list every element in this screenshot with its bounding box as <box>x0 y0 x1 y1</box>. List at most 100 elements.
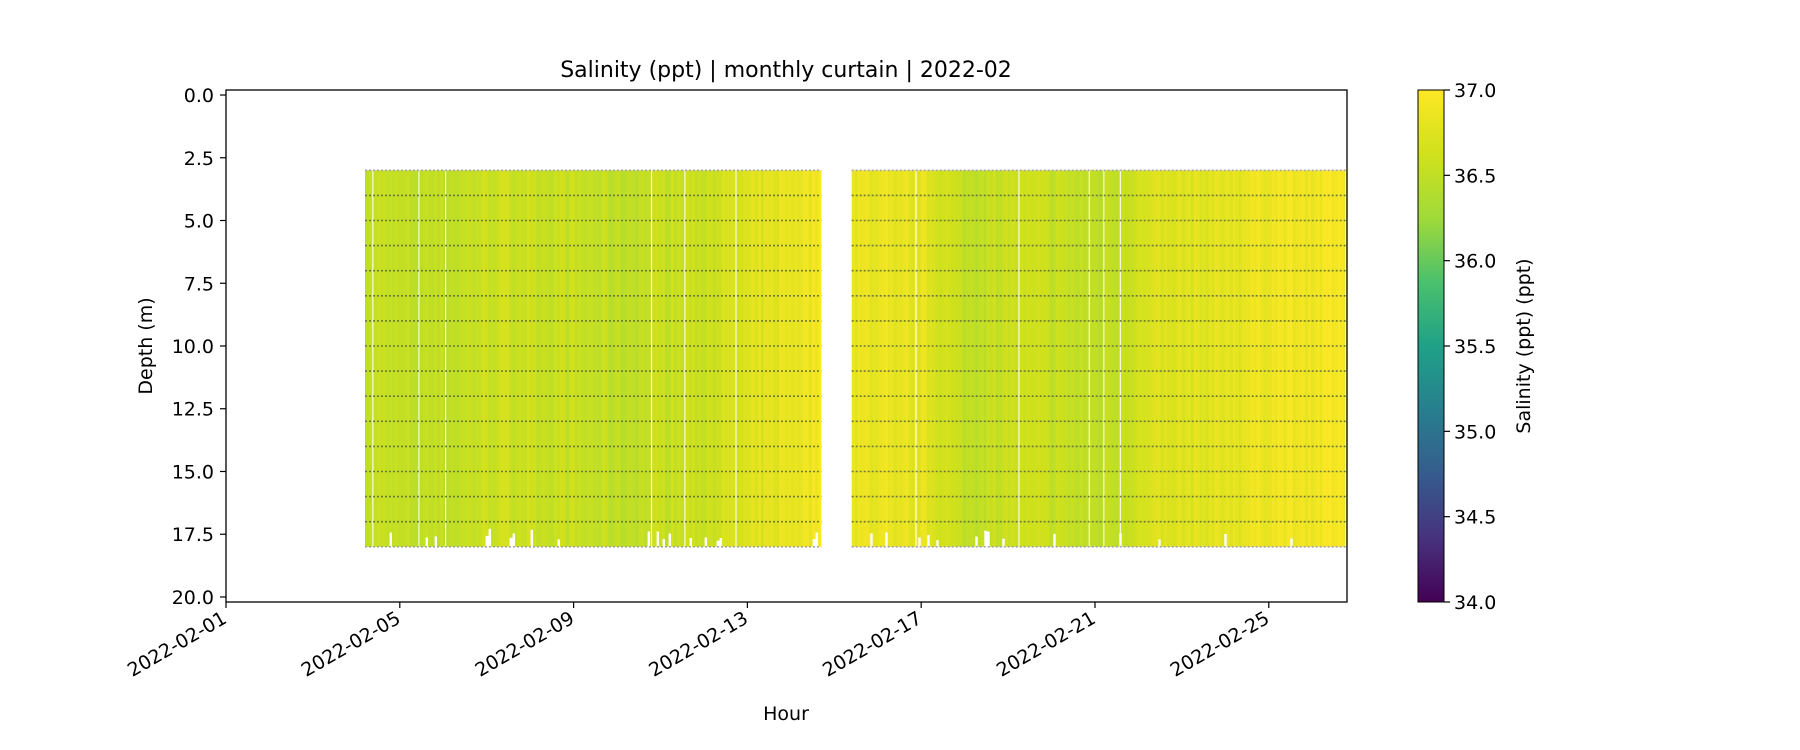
curtain-column <box>1208 170 1213 547</box>
colorbar-label: Salinity (ppt) (ppt) <box>1513 258 1535 433</box>
curtain-column <box>1277 170 1282 547</box>
curtain-column <box>680 170 684 547</box>
curtain-column <box>515 170 519 547</box>
curtain-column <box>470 170 474 547</box>
curtain-column <box>1034 170 1039 547</box>
curtain-column <box>737 170 741 547</box>
curtain-column <box>410 170 414 547</box>
curtain-column <box>1166 170 1171 547</box>
curtain-column <box>1049 170 1054 547</box>
curtain-column <box>776 170 780 547</box>
curtain-column <box>533 170 537 547</box>
curtain-column <box>566 170 570 547</box>
x-tick-label: 2022-02-01 <box>124 607 231 681</box>
colorbar-tick-label: 34.5 <box>1454 507 1496 529</box>
curtain-column <box>497 170 501 547</box>
curtain-column <box>518 170 522 547</box>
y-tick-label: 17.5 <box>172 524 214 546</box>
curtain-column <box>1019 170 1024 547</box>
colorbar-tick-label: 34.0 <box>1454 592 1496 614</box>
curtain-column <box>1181 170 1186 547</box>
curtain-column <box>974 170 979 537</box>
curtain-column <box>416 170 420 547</box>
data-gap <box>684 170 686 547</box>
data-segment-2 <box>851 169 1347 548</box>
curtain-column <box>911 170 916 547</box>
curtain-column <box>1232 170 1237 547</box>
curtain-column <box>1010 170 1015 547</box>
data-gap <box>445 170 447 547</box>
curtain-column <box>1325 170 1330 547</box>
curtain-column <box>1070 170 1075 547</box>
curtain-column <box>1250 170 1255 547</box>
curtain-column <box>719 170 723 539</box>
curtain-column <box>596 170 600 547</box>
curtain-column <box>1283 170 1288 547</box>
curtain-column <box>614 170 618 547</box>
curtain-column <box>1187 170 1192 547</box>
curtain-column <box>1013 170 1018 547</box>
curtain-column <box>881 170 886 547</box>
curtain-column <box>584 170 588 547</box>
curtain-column <box>1292 170 1297 547</box>
curtain-column <box>809 170 813 547</box>
curtain-column <box>1001 170 1006 539</box>
curtain-column <box>764 170 768 547</box>
curtain-column <box>1286 170 1291 547</box>
curtain-column <box>1124 170 1129 547</box>
curtain-column <box>746 170 750 547</box>
data-gap <box>1119 170 1121 547</box>
curtain-column <box>926 170 931 536</box>
curtain-column <box>890 170 895 547</box>
curtain-column <box>671 170 675 547</box>
curtain-column <box>386 170 390 547</box>
chart-title: Salinity (ppt) | monthly curtain | 2022-… <box>560 58 1012 83</box>
x-axis: 2022-02-01 2022-02-05 2022-02-09 2022-02-13… <box>124 602 1273 682</box>
curtain-column <box>482 170 486 547</box>
curtain-column <box>629 170 633 547</box>
curtain-column <box>758 170 762 547</box>
curtain-column <box>437 170 441 547</box>
y-tick-label: 10.0 <box>172 336 214 358</box>
curtain-column <box>1199 170 1204 547</box>
curtain-column <box>1061 170 1066 547</box>
curtain-column <box>1091 170 1096 547</box>
curtain-column <box>455 170 459 547</box>
curtain-column <box>1148 170 1153 547</box>
curtain-column <box>1085 170 1090 547</box>
y-tick-label: 2.5 <box>184 148 214 170</box>
curtain-column <box>641 170 645 547</box>
curtain-column <box>365 170 369 547</box>
curtain-column <box>1322 170 1327 547</box>
curtain-column <box>554 170 558 547</box>
curtain-column <box>1274 170 1279 547</box>
curtain-column <box>1007 170 1012 547</box>
y-tick-label: 15.0 <box>172 461 214 483</box>
curtain-column <box>878 170 883 547</box>
curtain-column <box>749 170 753 547</box>
curtain-column <box>473 170 477 547</box>
curtain-column <box>464 170 468 547</box>
curtain-column <box>1088 170 1093 547</box>
curtain-column <box>1202 170 1207 547</box>
curtain-column <box>1121 170 1126 547</box>
data-gap <box>372 170 374 547</box>
curtain-column <box>542 170 546 547</box>
curtain-column <box>524 170 528 547</box>
curtain-column <box>1106 170 1111 547</box>
curtain-column <box>506 170 510 547</box>
y-tick-label: 20.0 <box>172 587 214 609</box>
curtain-column <box>977 170 982 547</box>
curtain-column <box>935 170 940 541</box>
data-gap <box>1018 170 1020 547</box>
curtain-column <box>1220 170 1225 547</box>
curtain-column <box>551 170 555 547</box>
curtain-column <box>956 170 961 547</box>
y-tick-label: 7.5 <box>184 273 214 295</box>
curtain-column <box>1043 170 1048 547</box>
curtain-column <box>980 170 985 547</box>
curtain-column <box>1268 170 1273 547</box>
curtain-column <box>1067 170 1072 547</box>
curtain-column <box>638 170 642 547</box>
